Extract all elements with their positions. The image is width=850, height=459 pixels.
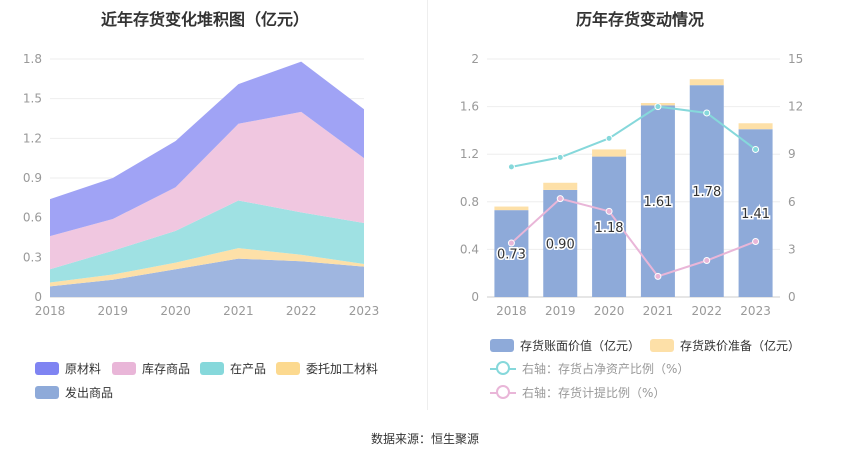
line-series-3 xyxy=(510,197,756,278)
bar-impairment-4 xyxy=(689,79,724,86)
line-point-3-4 xyxy=(703,257,711,265)
left-ytick-1: 0.3 xyxy=(23,250,42,264)
chart-divider xyxy=(427,0,428,410)
bar-impairment-1 xyxy=(543,182,578,190)
bar-impairment-5 xyxy=(738,123,773,130)
line-point-3-0 xyxy=(507,239,515,247)
line-point-3-2 xyxy=(605,207,613,215)
right-y2tick-3: 9 xyxy=(788,147,796,161)
line-point-3-3 xyxy=(654,272,662,280)
right-ytick-0: 0 xyxy=(471,290,479,304)
legend-label-provision-ratio: 右轴：存货计提比例（%） xyxy=(522,386,666,400)
left-ytick-6: 1.8 xyxy=(23,52,42,66)
left-xtick-3: 2021 xyxy=(223,304,254,318)
left-xtick-5: 2023 xyxy=(349,304,380,318)
right-ytick-2: 0.8 xyxy=(460,195,479,209)
left-chart-title: 近年存货变化堆积图（亿元） xyxy=(100,10,309,29)
left-ytick-5: 1.5 xyxy=(23,92,42,106)
left-xtick-2: 2020 xyxy=(160,304,191,318)
right-xtick-3: 2021 xyxy=(643,304,674,318)
right-y2tick-1: 3 xyxy=(788,242,796,256)
right-y2tick-4: 12 xyxy=(788,100,803,114)
right-ytick-3: 1.2 xyxy=(460,147,479,161)
line-point-2-0 xyxy=(507,163,515,171)
line-point-2-3 xyxy=(654,103,662,111)
legend-item-raw-material[interactable]: 原材料 xyxy=(35,360,101,377)
bar-book-value-3 xyxy=(640,105,675,297)
right-xtick-2: 2020 xyxy=(594,304,625,318)
legend-swatch-inventory-goods xyxy=(112,362,136,375)
right-xtick-1: 2019 xyxy=(545,304,576,318)
line-point-2-2 xyxy=(605,134,613,142)
area-series-4 xyxy=(50,61,364,237)
bar-data-label-1: 0.90 xyxy=(546,237,575,252)
legend-swatch-shipped-goods xyxy=(35,386,59,399)
legend-swatch-net-asset-ratio xyxy=(490,361,516,375)
legend-item-inventory-goods[interactable]: 库存商品 xyxy=(112,360,190,377)
legend-item-book-value[interactable]: 存货账面价值（亿元） xyxy=(490,337,640,354)
line-point-3-5 xyxy=(752,237,760,245)
right-xtick-5: 2023 xyxy=(740,304,771,318)
left-ytick-4: 1.2 xyxy=(23,131,42,145)
stacked-area-chart: 0 0.3 0.6 0.9 1.2 1.5 1.8 2018 2019 2020 2021 2022 2… xyxy=(23,52,380,318)
legend-item-provision-ratio[interactable]: 右轴：存货计提比例（%） xyxy=(490,384,665,401)
legend-swatch-book-value xyxy=(490,339,514,352)
legend-label-impairment: 存货跌价准备（亿元） xyxy=(680,339,801,353)
area-series-2 xyxy=(50,200,364,283)
legend-swatch-provision-ratio xyxy=(490,385,516,399)
legend-item-impairment[interactable]: 存货跌价准备（亿元） xyxy=(650,337,800,354)
left-ytick-0: 0 xyxy=(34,290,42,304)
bar-impairment-0 xyxy=(494,206,529,211)
right-y2tick-5: 15 xyxy=(788,52,803,66)
bar-data-label-5: 1.41 xyxy=(741,207,770,222)
bar-data-label-2: 1.18 xyxy=(595,221,624,236)
legend-label-book-value: 存货账面价值（亿元） xyxy=(520,339,641,353)
bar-impairment-2 xyxy=(592,149,627,157)
left-xtick-1: 2019 xyxy=(98,304,129,318)
left-ytick-2: 0.6 xyxy=(23,211,42,225)
area-series-0 xyxy=(50,258,364,297)
right-ytick-4: 1.6 xyxy=(460,100,479,114)
right-ytick-5: 2 xyxy=(471,52,479,66)
legend-item-net-asset-ratio[interactable]: 右轴：存货占净资产比例（%） xyxy=(490,360,689,377)
bar-data-label-0: 0.73 xyxy=(497,248,526,263)
legend-item-consigned-material[interactable]: 委托加工材料 xyxy=(276,360,378,377)
line-point-2-5 xyxy=(752,145,760,153)
left-ytick-3: 0.9 xyxy=(23,171,42,185)
legend-label-raw-material: 原材料 xyxy=(65,362,102,376)
right-y2tick-0: 0 xyxy=(788,290,796,304)
legend-label-inventory-goods: 库存商品 xyxy=(142,362,191,376)
line-point-3-1 xyxy=(556,195,564,203)
bar-data-label-4: 1.78 xyxy=(692,185,721,200)
line-point-2-1 xyxy=(556,153,564,161)
line-series-2 xyxy=(511,105,757,168)
right-xtick-4: 2022 xyxy=(691,304,722,318)
right-y2tick-2: 6 xyxy=(788,195,796,209)
legend-label-shipped-goods: 发出商品 xyxy=(65,386,114,400)
left-xtick-4: 2022 xyxy=(286,304,317,318)
legend-label-net-asset-ratio: 右轴：存货占净资产比例（%） xyxy=(522,362,690,376)
bar-book-value-5 xyxy=(738,129,773,297)
legend-item-shipped-goods[interactable]: 发出商品 xyxy=(35,384,113,401)
line-point-2-4 xyxy=(703,109,711,117)
legend-swatch-wip xyxy=(200,362,224,375)
right-chart-title: 历年存货变动情况 xyxy=(575,10,704,29)
legend-label-wip: 在产品 xyxy=(230,362,267,376)
right-xtick-0: 2018 xyxy=(496,304,527,318)
legend-swatch-consigned-material xyxy=(276,362,300,375)
legend-swatch-impairment xyxy=(650,339,674,352)
bar-data-label-3: 1.61 xyxy=(643,195,672,210)
area-series-3 xyxy=(50,111,364,270)
legend-item-wip[interactable]: 在产品 xyxy=(200,360,266,377)
legend-label-consigned-material: 委托加工材料 xyxy=(306,362,379,376)
data-source-note: 数据来源：恒生聚源 xyxy=(370,432,479,446)
bar-line-chart: 0 0.4 0.8 1.2 1.6 2 0 3 6 9 12 15 2018 2019 2020 2021 20… xyxy=(460,52,803,318)
right-ytick-1: 0.4 xyxy=(460,242,479,256)
bar-book-value-0 xyxy=(494,210,529,297)
legend-swatch-raw-material xyxy=(35,362,59,375)
left-xtick-0: 2018 xyxy=(35,304,66,318)
area-series-1 xyxy=(50,248,364,287)
